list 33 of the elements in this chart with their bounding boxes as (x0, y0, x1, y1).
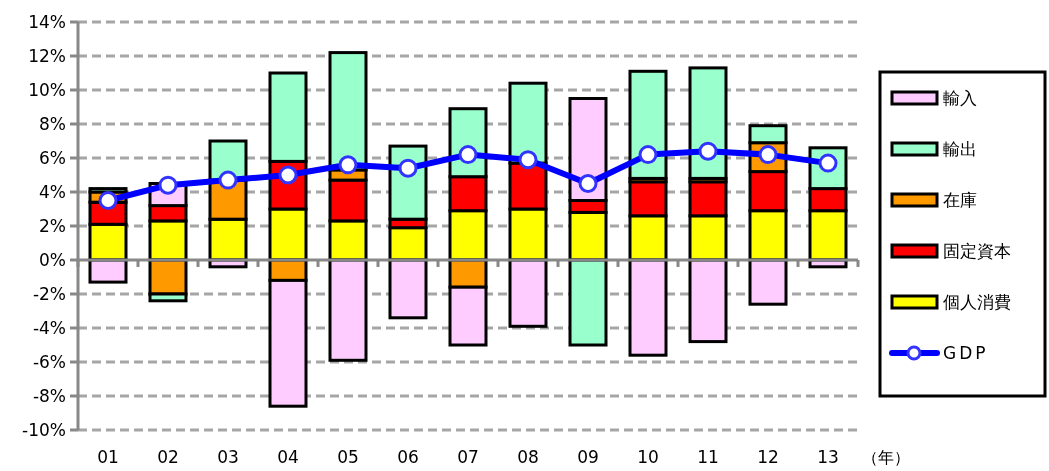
x-tick-label: 05 (337, 447, 359, 467)
y-tick-label: -2% (32, 284, 66, 304)
x-tick-label: 04 (277, 447, 299, 467)
x-tick-label: 12 (757, 447, 779, 467)
legend-label: 個人消費 (943, 292, 1011, 312)
x-tick-label: 03 (217, 447, 239, 467)
y-tick-label: 12% (28, 46, 66, 66)
y-tick-label: -10% (22, 420, 66, 440)
y-tick-label: 2% (39, 216, 66, 236)
legend-label: 固定資本 (943, 241, 1011, 261)
y-tick-label: -4% (32, 318, 66, 338)
legend-label: 輸入 (943, 88, 977, 108)
legend-label: GDP (943, 343, 989, 363)
x-tick-label: 02 (157, 447, 179, 467)
x-tick-label: 07 (457, 447, 479, 467)
y-tick-label: 0% (39, 250, 66, 270)
y-tick-label: 10% (28, 80, 66, 100)
x-tick-label: 11 (697, 447, 719, 467)
x-tick-label: 06 (397, 447, 419, 467)
x-tick-label: 09 (577, 447, 599, 467)
x-tick-label: 08 (517, 447, 539, 467)
y-tick-label: 8% (39, 114, 66, 134)
y-tick-label: -6% (32, 352, 66, 372)
x-tick-label: 13 (817, 447, 839, 467)
x-tick-label: 01 (97, 447, 119, 467)
y-tick-label: -8% (32, 386, 66, 406)
x-axis-title: （年） (862, 448, 910, 467)
y-tick-label: 4% (39, 182, 66, 202)
y-tick-label: 14% (28, 12, 66, 32)
y-tick-label: 6% (39, 148, 66, 168)
legend-label: 在庫 (943, 190, 977, 210)
x-tick-label: 10 (637, 447, 659, 467)
legend-label: 輸出 (943, 139, 977, 159)
